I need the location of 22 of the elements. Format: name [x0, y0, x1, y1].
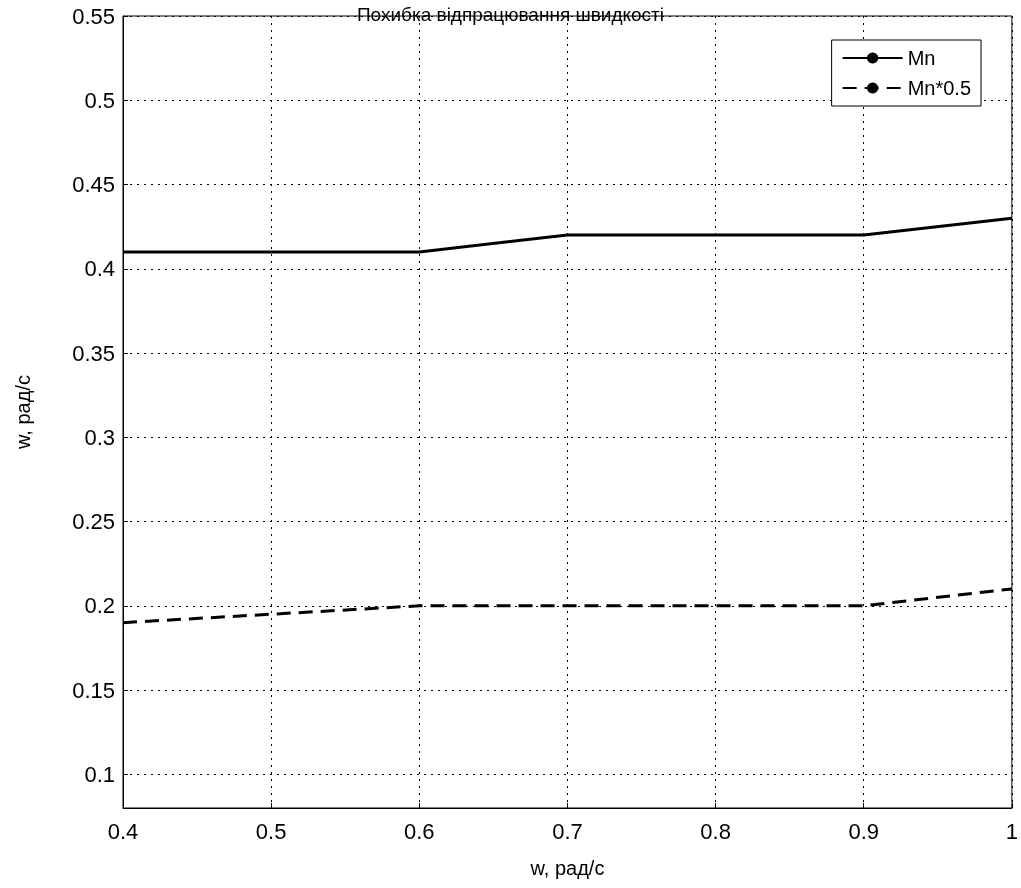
y-tick-label: 0.45 [72, 172, 115, 198]
x-tick-label: 0.4 [107, 818, 139, 844]
y-tick-label: 0.15 [72, 677, 115, 703]
y-tick-label: 0.5 [84, 87, 115, 113]
x-tick-label: 0.7 [552, 818, 583, 844]
x-tick-label: 0.8 [700, 818, 731, 844]
x-tick-label: 1 [1005, 818, 1019, 844]
legend-label: Mn [907, 47, 936, 69]
y-tick-label: 0.4 [84, 256, 115, 282]
y-tick-label: 0.55 [72, 3, 115, 29]
y-tick-label: 0.2 [84, 593, 115, 619]
x-axis-title: w, рад/с [529, 857, 605, 879]
y-tick-label: 0.1 [84, 761, 115, 787]
y-tick-label: 0.3 [84, 424, 115, 450]
y-tick-label: 0.35 [72, 340, 115, 366]
x-tick-label: 0.6 [404, 818, 435, 844]
y-tick-label: 0.25 [72, 509, 115, 535]
chart-title: Похибка відпрацювання швидкості [356, 4, 665, 25]
y-axis-title: w, рад/с [12, 375, 34, 450]
x-tick-label: 0.9 [848, 818, 880, 844]
x-tick-label: 0.5 [255, 818, 287, 844]
legend-label: Mn*0.5 [907, 77, 972, 99]
